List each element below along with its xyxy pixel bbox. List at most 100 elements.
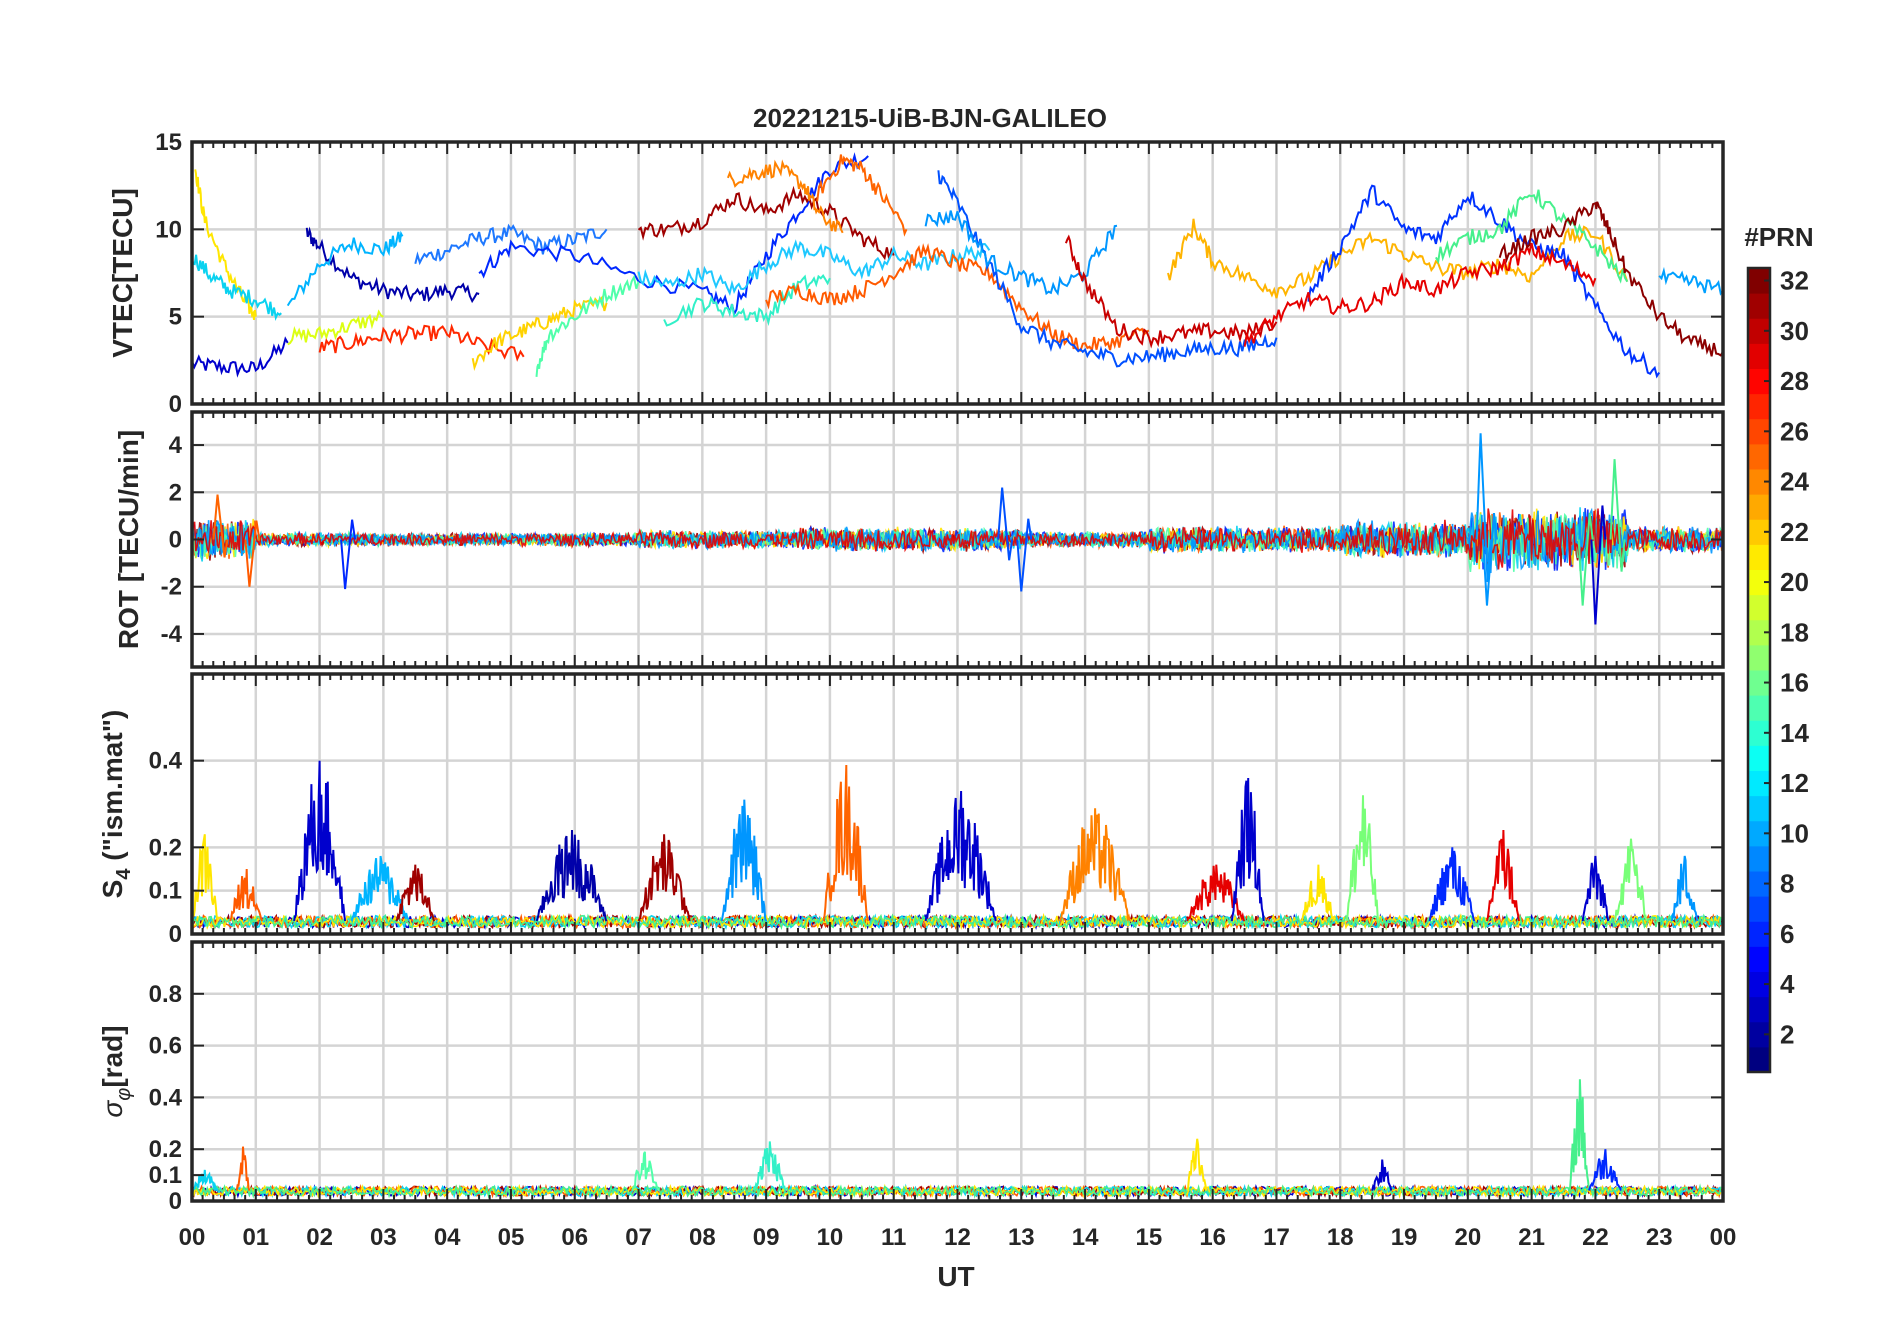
- panel-vtec: 0 5 10 15 VTEC[TECU]: [107, 129, 1725, 418]
- rot-peak-9: [1577, 512, 1594, 606]
- colorbar-segment: [1748, 1021, 1770, 1048]
- x-tick-label: 23: [1646, 1224, 1673, 1251]
- colorbar-tick-label: 22: [1780, 517, 1809, 547]
- y-tick-label: 0.6: [149, 1033, 182, 1060]
- data-layer: [192, 152, 1723, 379]
- series-line-prn-22: [1167, 218, 1629, 299]
- x-tick-label: 05: [498, 1224, 525, 1251]
- x-axis: 00 01 02 03 04 05 06 07 08 09 10 11 12 13 14 15 16 17 18 19…: [179, 1224, 1737, 1251]
- series-line-prn-6: [1307, 184, 1661, 379]
- colorbar-segment: [1748, 896, 1770, 922]
- rot-peak-3: [997, 487, 1014, 561]
- colorbar-segment: [1748, 845, 1770, 872]
- colorbar-tick-label: 24: [1780, 467, 1809, 497]
- burst-16: [1486, 829, 1520, 922]
- rot-peak-5: [1475, 433, 1492, 583]
- colorbar-tick-label: 10: [1780, 818, 1809, 848]
- colorbar-segment: [1748, 946, 1770, 972]
- series-line-prn-16: [535, 274, 640, 377]
- colorbar-tick-label: 16: [1780, 668, 1809, 698]
- colorbar-segment: [1748, 871, 1770, 897]
- x-tick-label: 08: [689, 1224, 716, 1251]
- colorbar-segment: [1748, 670, 1770, 696]
- y-axis-label: S4 ("ism.mat"): [97, 710, 135, 899]
- colorbar-segment: [1748, 820, 1770, 847]
- y-tick-label: 0: [169, 921, 182, 948]
- series-line-prn-26: [765, 243, 1150, 353]
- x-tick-label: 09: [753, 1224, 780, 1251]
- colorbar-label: #PRN: [1744, 222, 1813, 252]
- colorbar-frame: [1746, 266, 1772, 1074]
- x-tick-label: 00: [1710, 1224, 1737, 1251]
- y-axis-label: VTEC[TECU]: [107, 188, 138, 358]
- colorbar-segment: [1748, 770, 1770, 797]
- colorbar-tick-label: 20: [1780, 567, 1809, 597]
- y-axis-label: σφ[rad]: [97, 1025, 135, 1117]
- colorbar-segment: [1748, 343, 1770, 369]
- tick-marks: [191, 674, 1724, 935]
- burst-2: [631, 1151, 659, 1191]
- burst-7: [1588, 1149, 1622, 1191]
- burst-13: [1301, 864, 1335, 922]
- burst-5: [535, 829, 608, 922]
- colorbar-tick-label: 18: [1780, 617, 1809, 647]
- rot-peak-1: [244, 520, 261, 587]
- colorbar-tick-label: 4: [1780, 969, 1795, 999]
- colorbar-tick-label: 28: [1780, 366, 1809, 396]
- colorbar-tick-label: 14: [1780, 718, 1809, 748]
- burst-3: [350, 855, 410, 922]
- x-tick-label: 07: [625, 1224, 652, 1251]
- colorbar-tick-label: 32: [1780, 266, 1809, 296]
- burst-14: [1345, 795, 1380, 922]
- series-line-prn-25: [816, 154, 908, 237]
- x-tick-label: 15: [1136, 1224, 1163, 1251]
- y-tick-label: 0.4: [149, 748, 183, 775]
- series-line-prn-15: [1435, 189, 1629, 284]
- colorbar-segment: [1748, 318, 1770, 344]
- x-tick-label: 14: [1072, 1224, 1099, 1251]
- burst-2: [293, 760, 347, 922]
- rot-peak-7: [1590, 505, 1607, 625]
- y-tick-label: 4: [169, 432, 183, 459]
- colorbar-segment: [1748, 393, 1770, 420]
- series-line-prn-21: [471, 295, 608, 372]
- colorbar-segment: [1748, 569, 1770, 596]
- series-line-prn-19: [287, 309, 384, 346]
- x-tick-label: 11: [881, 1224, 906, 1251]
- colorbar-segment: [1748, 971, 1770, 998]
- series-line-prn-14: [663, 274, 831, 327]
- burst-17: [1581, 855, 1610, 922]
- burst-9: [924, 790, 997, 922]
- series-line-prn-11: [286, 230, 404, 307]
- figure-title: 20221215-UiB-BJN-GALILEO: [753, 103, 1107, 133]
- series-line-prn-27: [318, 323, 525, 362]
- series-line-prn-32: [1498, 201, 1723, 357]
- x-tick-label: 18: [1327, 1224, 1354, 1251]
- y-tick-label: 0.1: [149, 1162, 182, 1189]
- y-tick-label: 0.8: [149, 981, 182, 1008]
- burst-12: [1230, 777, 1265, 922]
- colorbar-segment: [1748, 293, 1770, 319]
- colorbar-tick-label: 8: [1780, 869, 1794, 899]
- burst-19: [1671, 855, 1699, 922]
- y-tick-label: 0: [169, 391, 182, 418]
- series-line-prn-2: [305, 226, 480, 304]
- colorbar-segment: [1748, 1046, 1770, 1073]
- y-tick-label: 0.2: [149, 1136, 182, 1163]
- colorbar-segment: [1748, 418, 1770, 445]
- x-tick-label: 06: [561, 1224, 588, 1251]
- colorbar-segment: [1748, 921, 1770, 947]
- series-line-prn-29: [1064, 234, 1278, 349]
- tick-marks: [191, 412, 1724, 667]
- colorbar-tick-label: 6: [1780, 919, 1794, 949]
- x-tick-label: 20: [1454, 1224, 1481, 1251]
- series-line-prn-7: [414, 223, 608, 266]
- y-label-sigma: σ: [97, 1100, 128, 1118]
- x-tick-label: 00: [179, 1224, 206, 1251]
- panel-sigma_phi: 00.10.2 0.4 0.6 0.8 σφ[rad]: [97, 940, 1725, 1215]
- burst-10: [1058, 808, 1131, 923]
- colorbar-segment: [1748, 594, 1770, 621]
- colorbar-segment: [1748, 469, 1770, 495]
- rot-peak-6: [1481, 512, 1498, 606]
